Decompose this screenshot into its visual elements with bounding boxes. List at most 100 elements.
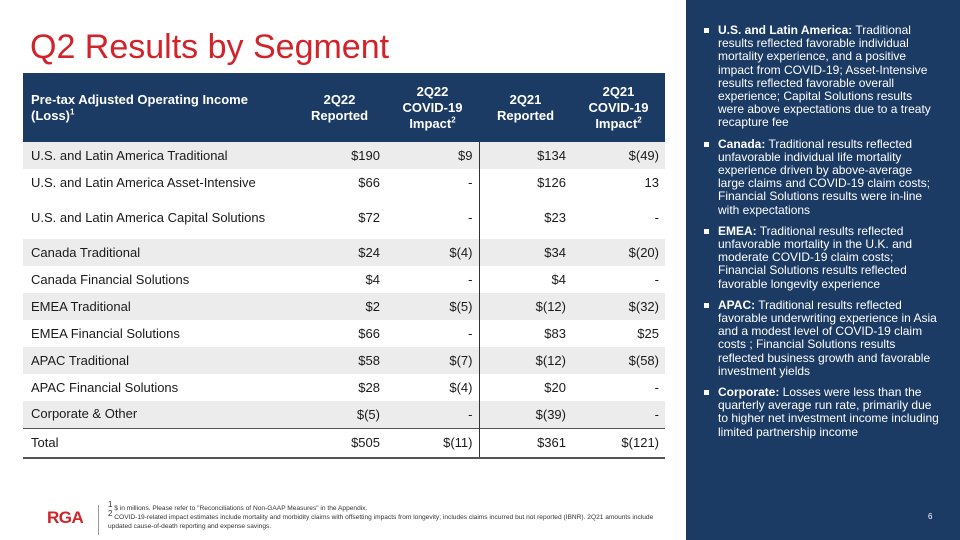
cell-2q21-reported: $361 bbox=[479, 427, 572, 459]
page-number: 6 bbox=[928, 512, 933, 521]
cell-2q21-reported: $(39) bbox=[479, 401, 572, 428]
cell-2q21-covid: - bbox=[654, 380, 659, 395]
row-label: EMEA Traditional bbox=[23, 293, 293, 320]
header-col2-line2: COVID-19 bbox=[402, 99, 463, 115]
header-income: Pre-tax Adjusted Operating Income (Loss)… bbox=[23, 73, 293, 142]
cell-2q22-reported: $72 bbox=[358, 210, 380, 225]
row-label: EMEA Financial Solutions bbox=[31, 325, 180, 341]
bullet-us-latam: U.S. and Latin America: Traditional resu… bbox=[704, 23, 940, 130]
footer-divider bbox=[98, 505, 99, 535]
rga-logo: RGA bbox=[47, 508, 84, 527]
header-2q22-covid: 2Q22 COVID-19 Impact2 bbox=[386, 73, 479, 142]
header-col4-line2: COVID-19 bbox=[588, 99, 649, 115]
page-title: Q2 Results by Segment bbox=[30, 28, 390, 66]
bullet-heading: EMEA: bbox=[718, 223, 757, 238]
table-row: Canada Traditional $24 $(4) $34 $(20) bbox=[23, 239, 665, 266]
cell-2q21-covid: - bbox=[654, 210, 659, 225]
table-row: Canada Financial Solutions $4 - $4 - bbox=[23, 266, 665, 293]
cell-2q21-covid: $(32) bbox=[572, 293, 665, 320]
header-col4-line3: Impact bbox=[595, 115, 638, 131]
row-label: Total bbox=[23, 427, 293, 459]
header-2q22-reported: 2Q22 Reported bbox=[293, 73, 386, 142]
cell-2q22-reported: $505 bbox=[293, 427, 386, 459]
footnote-2: 2 COVID-19-related impact estimates incl… bbox=[108, 509, 668, 531]
footnote-2-text: COVID-19-related impact estimates includ… bbox=[108, 514, 654, 530]
table-row: EMEA Financial Solutions $66 - $83 $25 bbox=[23, 320, 665, 347]
bullet-heading: APAC: bbox=[718, 297, 756, 312]
cell-2q21-reported: $(12) bbox=[479, 347, 572, 374]
row-label: APAC Financial Solutions bbox=[31, 379, 179, 395]
cell-2q22-covid: - bbox=[386, 266, 480, 293]
bullet-heading: Canada: bbox=[718, 136, 766, 151]
cell-2q22-reported: $2 bbox=[293, 293, 386, 320]
header-col2-line3: Impact bbox=[409, 115, 452, 131]
bullet-marker bbox=[704, 390, 709, 396]
header-col3-line1: 2Q21 bbox=[509, 91, 542, 107]
cell-2q21-covid: $(121) bbox=[572, 427, 665, 459]
cell-2q21-reported: $34 bbox=[479, 239, 572, 266]
bullet-text: Traditional results reflected unfavorabl… bbox=[718, 136, 931, 217]
cell-2q21-covid: - bbox=[572, 401, 665, 428]
bullet-emea: EMEA: Traditional results reflected unfa… bbox=[704, 223, 940, 291]
cell-2q22-covid: $(11) bbox=[386, 427, 480, 459]
header-col1-line1: 2Q22 bbox=[323, 91, 356, 107]
segment-results-table: Pre-tax Adjusted Operating Income (Loss)… bbox=[23, 73, 665, 459]
bullet-corporate: Corporate: Losses were less than the qua… bbox=[704, 385, 940, 439]
cell-2q22-reported: $24 bbox=[293, 239, 386, 266]
cell-2q22-reported: $190 bbox=[293, 142, 386, 169]
cell-2q21-reported: $23 bbox=[544, 210, 566, 225]
cell-2q21-reported: $4 bbox=[551, 272, 566, 287]
cell-2q22-reported: $66 bbox=[358, 175, 380, 190]
bullet-marker bbox=[704, 228, 709, 234]
commentary-panel: U.S. and Latin America: Traditional resu… bbox=[686, 0, 960, 540]
cell-2q21-covid: $(49) bbox=[572, 142, 665, 169]
bullet-heading: U.S. and Latin America: bbox=[718, 23, 853, 37]
cell-2q21-covid: $(20) bbox=[572, 239, 665, 266]
cell-2q22-covid: $(7) bbox=[386, 347, 480, 374]
cell-2q22-covid: $(4) bbox=[386, 374, 480, 401]
header-2q21-reported: 2Q21 Reported bbox=[479, 73, 572, 142]
table-row: EMEA Traditional $2 $(5) $(12) $(32) bbox=[23, 293, 665, 320]
cell-2q22-covid: - bbox=[386, 169, 480, 196]
footnote-ref-1: 1 bbox=[70, 107, 75, 117]
header-2q21-covid: 2Q21 COVID-19 Impact2 bbox=[572, 73, 665, 142]
cell-2q21-reported: $126 bbox=[537, 175, 566, 190]
cell-2q22-reported: $58 bbox=[293, 347, 386, 374]
cell-2q21-reported: $83 bbox=[544, 326, 566, 341]
header-col2-line1: 2Q22 bbox=[416, 83, 449, 99]
bullet-marker bbox=[704, 302, 709, 308]
cell-2q22-reported: $4 bbox=[365, 272, 380, 287]
footnote-ref-2: 2 bbox=[451, 115, 456, 125]
bullet-heading: Corporate: bbox=[718, 385, 780, 400]
row-label: Corporate & Other bbox=[23, 401, 293, 428]
cell-2q22-covid: - bbox=[386, 401, 480, 428]
footnote-1: 1 $ in millions. Please refer to "Reconc… bbox=[108, 500, 668, 513]
row-label: Canada Financial Solutions bbox=[31, 271, 190, 287]
footnote-1-marker: 1 bbox=[108, 499, 113, 509]
bullet-marker bbox=[704, 141, 709, 147]
row-label: Canada Traditional bbox=[23, 239, 293, 266]
table-row: U.S. and Latin America Asset-Intensive $… bbox=[23, 169, 665, 196]
bullet-text: Traditional results reflected favorable … bbox=[718, 23, 931, 130]
row-label: U.S. and Latin America Traditional bbox=[23, 142, 293, 169]
footnotes: 1 $ in millions. Please refer to "Reconc… bbox=[108, 500, 668, 531]
cell-2q21-reported: $20 bbox=[544, 380, 566, 395]
bullet-canada: Canada: Traditional results reflected un… bbox=[704, 136, 940, 217]
cell-2q22-covid: $(5) bbox=[386, 293, 480, 320]
table-row: APAC Traditional $58 $(7) $(12) $(58) bbox=[23, 347, 665, 374]
cell-2q21-covid: $(58) bbox=[572, 347, 665, 374]
cell-2q21-covid: 13 bbox=[644, 175, 659, 190]
footnote-ref-2b: 2 bbox=[637, 115, 642, 125]
cell-2q21-reported: $(12) bbox=[479, 293, 572, 320]
table-header-row: Pre-tax Adjusted Operating Income (Loss)… bbox=[23, 73, 665, 142]
bullet-marker bbox=[704, 28, 709, 33]
commentary-bullets: U.S. and Latin America: Traditional resu… bbox=[704, 23, 940, 447]
table-row: U.S. and Latin America Capital Solutions… bbox=[23, 196, 665, 239]
cell-2q22-reported: $28 bbox=[358, 380, 380, 395]
cell-2q22-reported: $(5) bbox=[293, 401, 386, 428]
cell-2q21-covid: - bbox=[654, 272, 659, 287]
row-label: U.S. and Latin America Asset-Intensive bbox=[31, 174, 256, 190]
row-label: APAC Traditional bbox=[23, 347, 293, 374]
table-row: APAC Financial Solutions $28 $(4) $20 - bbox=[23, 374, 665, 401]
header-income-line2: (Loss) bbox=[31, 107, 70, 123]
